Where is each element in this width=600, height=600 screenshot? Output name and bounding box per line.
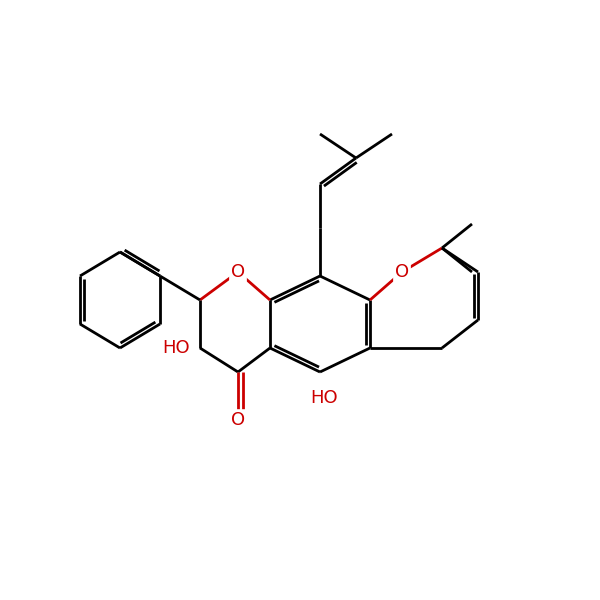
Text: HO: HO	[162, 339, 190, 357]
Text: HO: HO	[310, 389, 338, 407]
Text: O: O	[395, 263, 409, 281]
Text: O: O	[231, 263, 245, 281]
Text: O: O	[231, 411, 245, 429]
